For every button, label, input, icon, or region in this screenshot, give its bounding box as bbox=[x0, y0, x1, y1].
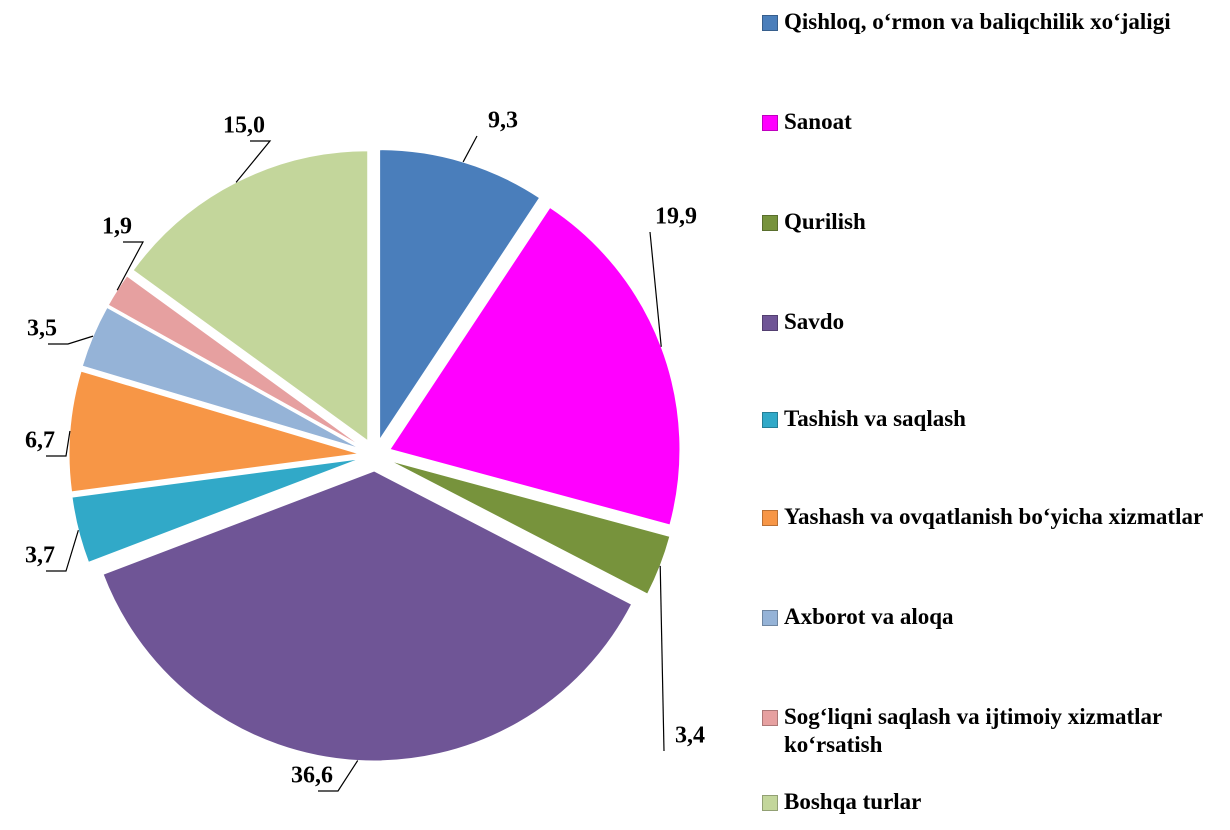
leader-line bbox=[48, 335, 94, 345]
legend-swatch bbox=[762, 15, 778, 31]
legend-item: Axborot va aloqa bbox=[762, 603, 1227, 631]
legend-swatch bbox=[762, 412, 778, 428]
legend-item: Sanoat bbox=[762, 108, 1227, 136]
legend-swatch bbox=[762, 115, 778, 131]
leader-line bbox=[462, 135, 478, 163]
data-label: 3,7 bbox=[25, 543, 55, 569]
legend-label: Axborot va aloqa bbox=[784, 604, 954, 629]
legend-swatch bbox=[762, 315, 778, 331]
legend-swatch bbox=[762, 610, 778, 626]
legend-item: Yashash va ovqatlanish bo‘yicha xizmatla… bbox=[762, 503, 1227, 531]
legend-label: Qishloq, o‘rmon va baliqchilik xo‘jaligi bbox=[784, 9, 1171, 34]
legend-label: Yashash va ovqatlanish bo‘yicha xizmatla… bbox=[784, 504, 1204, 529]
leader-line bbox=[659, 565, 665, 752]
pie-slice bbox=[68, 370, 360, 493]
legend-label: Tashish va saqlash bbox=[784, 406, 966, 431]
data-label: 36,6 bbox=[291, 763, 333, 789]
legend-swatch bbox=[762, 510, 778, 526]
legend-item: Boshqa turlar bbox=[762, 788, 1227, 816]
leader-line bbox=[116, 241, 145, 291]
leader-line bbox=[235, 140, 272, 183]
leader-line bbox=[318, 760, 359, 792]
legend-item: Sog‘liqni saqlash va ijtimoiy xizmatlar … bbox=[762, 703, 1227, 759]
legend-label: Savdo bbox=[784, 309, 845, 334]
pie-slice bbox=[71, 458, 360, 563]
legend-swatch bbox=[762, 215, 778, 231]
pie-slice bbox=[389, 460, 671, 595]
legend-swatch bbox=[762, 795, 778, 811]
data-label: 6,7 bbox=[25, 428, 55, 454]
legend-swatch bbox=[762, 710, 778, 726]
data-label: 3,4 bbox=[675, 723, 705, 749]
legend-label: Qurilish bbox=[784, 209, 866, 234]
data-label: 19,9 bbox=[655, 204, 697, 230]
legend-label: Boshqa turlar bbox=[784, 789, 922, 814]
data-label: 3,5 bbox=[27, 316, 57, 342]
legend-label: Sog‘liqni saqlash va ijtimoiy xizmatlar … bbox=[784, 704, 1162, 757]
legend-item: Savdo bbox=[762, 308, 1227, 336]
pie-slice bbox=[81, 306, 361, 450]
pie-slice bbox=[102, 470, 633, 762]
legend-item: Qurilish bbox=[762, 208, 1227, 236]
pie-slice bbox=[132, 150, 369, 442]
legend-item: Qishloq, o‘rmon va baliqchilik xo‘jaligi bbox=[762, 8, 1227, 36]
pie-slice bbox=[107, 275, 362, 447]
leader-line bbox=[46, 529, 79, 572]
data-label: 9,3 bbox=[488, 108, 518, 134]
legend-label: Sanoat bbox=[784, 109, 852, 134]
leader-line bbox=[649, 231, 662, 347]
legend-item: Tashish va saqlash bbox=[762, 405, 1227, 433]
leader-line bbox=[46, 430, 71, 457]
data-label: 1,9 bbox=[102, 214, 132, 240]
data-label: 15,0 bbox=[223, 113, 265, 139]
